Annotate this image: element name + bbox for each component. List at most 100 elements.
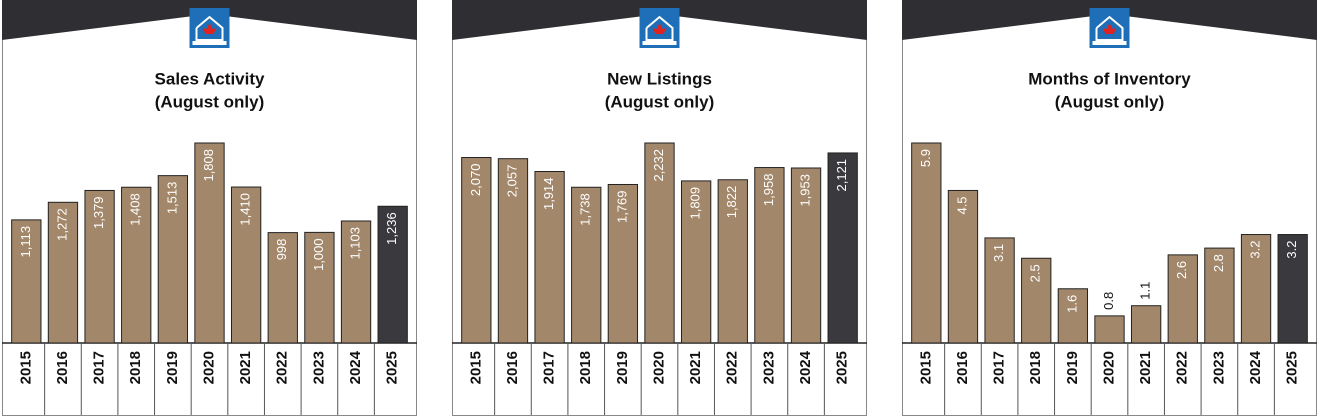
x-tick-label: 2021 (1137, 351, 1154, 384)
x-tick-label: 2024 (1247, 350, 1264, 384)
x-tick-label: 2017 (541, 351, 558, 384)
bar (984, 237, 1015, 344)
value-label: 3.1 (991, 244, 1006, 262)
bar (1021, 257, 1052, 344)
x-tick-label: 2022 (724, 351, 741, 384)
x-tick-label: 2015 (17, 351, 34, 384)
value-label: 2,121 (834, 159, 849, 192)
value-label: 998 (274, 239, 289, 261)
bar (304, 231, 335, 344)
bar (194, 142, 225, 344)
bar (230, 186, 262, 344)
x-tick-label: 2019 (614, 351, 631, 384)
x-tick-label: 2019 (1064, 351, 1081, 384)
x-tick-label: 2016 (504, 351, 521, 384)
value-label: 1,808 (201, 149, 216, 182)
logo-band (642, 41, 677, 45)
value-label: 1,822 (724, 186, 739, 219)
bar (1204, 247, 1235, 344)
chart-subtitle: (August only) (1055, 92, 1165, 111)
x-tick-label: 2019 (164, 351, 181, 384)
value-label: 2,057 (504, 165, 519, 198)
x-tick-label: 2016 (954, 351, 971, 384)
x-tick-label: 2025 (834, 351, 851, 384)
x-tick-label: 2015 (917, 351, 934, 384)
x-tick-label: 2021 (237, 351, 254, 384)
bar (534, 170, 565, 344)
logo-house (1095, 15, 1124, 41)
logo-leaf (652, 23, 667, 34)
logo-band (1092, 41, 1127, 45)
x-tick-label: 2023 (1210, 351, 1227, 384)
x-tick-label: 2021 (687, 351, 704, 384)
value-label: 1,953 (797, 174, 812, 207)
value-label: 1,809 (688, 187, 703, 220)
x-tick-label: 2018 (1027, 351, 1044, 384)
bar (1167, 254, 1198, 344)
x-tick-label: 2024 (347, 350, 364, 384)
value-label: 2,070 (468, 164, 483, 197)
logo-band (192, 41, 227, 45)
bar (680, 180, 712, 344)
value-label: 1,272 (54, 208, 69, 241)
chart-title: Months of Inventory (1028, 69, 1191, 88)
x-tick-label: 2020 (1100, 351, 1117, 384)
bar (1277, 234, 1308, 344)
x-tick-label: 2018 (127, 351, 144, 384)
bar (790, 167, 822, 344)
bar (121, 186, 152, 344)
value-label: 1,914 (541, 177, 556, 210)
chart-title: Sales Activity (155, 69, 265, 88)
value-label: 1,408 (128, 193, 143, 226)
logo (639, 8, 680, 48)
bar (947, 189, 979, 344)
bar (911, 142, 942, 344)
chart-panel: New Listings (August only) 2,070 2015 2,057 2… (452, 0, 867, 416)
value-label: 4.5 (954, 196, 969, 214)
chart-panel: Sales Activity (August only) 1,113 2015 1,27… (2, 0, 417, 416)
logo-house (195, 15, 224, 41)
bar (1130, 305, 1162, 344)
value-label: 1,738 (578, 193, 593, 226)
bar (84, 189, 115, 344)
x-tick-label: 2022 (274, 351, 291, 384)
chart-subtitle: (August only) (155, 92, 265, 111)
bar (754, 167, 785, 344)
header-roof (452, 0, 867, 40)
header-roof (902, 0, 1317, 40)
bar (11, 219, 42, 344)
x-tick-label: 2015 (467, 351, 484, 384)
logo-house (645, 15, 674, 41)
x-tick-label: 2024 (797, 350, 814, 384)
value-label: 1,103 (347, 227, 362, 260)
bar (47, 201, 79, 344)
value-label: 2.5 (1028, 264, 1043, 282)
value-label: 1,958 (761, 174, 776, 207)
bar (377, 205, 408, 344)
logo (189, 8, 230, 48)
value-label: 2,232 (651, 149, 666, 182)
value-label: 5.9 (918, 149, 933, 167)
header-roof (2, 0, 417, 40)
bar (607, 183, 639, 344)
bar (571, 186, 602, 344)
bar (461, 157, 492, 344)
value-label: 3.2 (1284, 241, 1299, 259)
x-tick-label: 2018 (577, 351, 594, 384)
x-tick-label: 2023 (760, 351, 777, 384)
x-tick-label: 2017 (991, 351, 1008, 384)
x-tick-label: 2025 (384, 351, 401, 384)
value-label: 2.6 (1174, 261, 1189, 279)
logo-leaf (202, 23, 217, 34)
bar (340, 220, 372, 344)
value-label: 1,513 (164, 182, 179, 215)
bar (644, 142, 675, 344)
value-label: 1,113 (18, 226, 33, 258)
bar (157, 175, 189, 344)
value-label: 2.8 (1211, 254, 1226, 272)
x-tick-label: 2025 (1284, 351, 1301, 384)
chart-title: New Listings (607, 69, 712, 88)
bar (267, 232, 298, 344)
chart-panel: Months of Inventory (August only) 5.9 2015 4… (902, 0, 1317, 416)
